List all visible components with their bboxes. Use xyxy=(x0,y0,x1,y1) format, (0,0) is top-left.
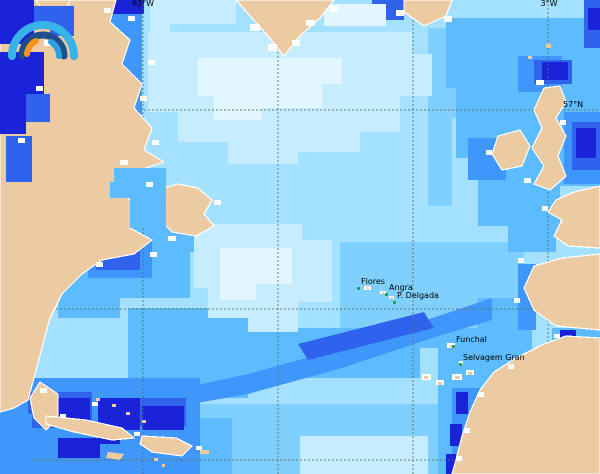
place-label: Funchal xyxy=(456,335,487,344)
place-label: Selvagem Gran xyxy=(463,353,525,362)
place-marker-dot xyxy=(357,287,360,290)
great-britain xyxy=(531,85,567,191)
north-africa xyxy=(451,335,600,474)
selvagens-halo xyxy=(459,361,463,364)
gulf-of-mexico xyxy=(0,414,32,474)
lon-label-3w: 3°W xyxy=(540,0,558,8)
place-marker-dot xyxy=(452,345,455,348)
place-label: Angra xyxy=(389,283,413,292)
wave-field-level-1 xyxy=(198,4,386,300)
logo-inner-right-arc xyxy=(48,39,63,59)
jamaica xyxy=(106,452,124,460)
logo-middle-arc xyxy=(18,31,68,60)
app-logo-arcs xyxy=(8,21,78,60)
cuba xyxy=(45,415,136,441)
place-label: P. Delgada xyxy=(397,291,439,300)
iberia xyxy=(523,253,600,331)
place-marker-dot xyxy=(459,363,462,366)
james-bay xyxy=(6,136,32,182)
logo-orange-arc xyxy=(24,38,39,57)
lat-label-57n: 57°N xyxy=(563,100,584,109)
hispaniola xyxy=(139,435,194,457)
azores-islands xyxy=(366,287,369,289)
place-label: Flores xyxy=(361,277,385,286)
lon-label-63w: 63°W xyxy=(131,0,155,8)
canary-islands xyxy=(424,376,428,379)
place-marker-dot xyxy=(385,293,388,296)
puerto-rico xyxy=(200,450,209,454)
place-marker-dot xyxy=(393,301,396,304)
hudson-bay xyxy=(0,52,44,134)
france xyxy=(547,185,600,249)
logo-outer-arc xyxy=(8,21,78,60)
